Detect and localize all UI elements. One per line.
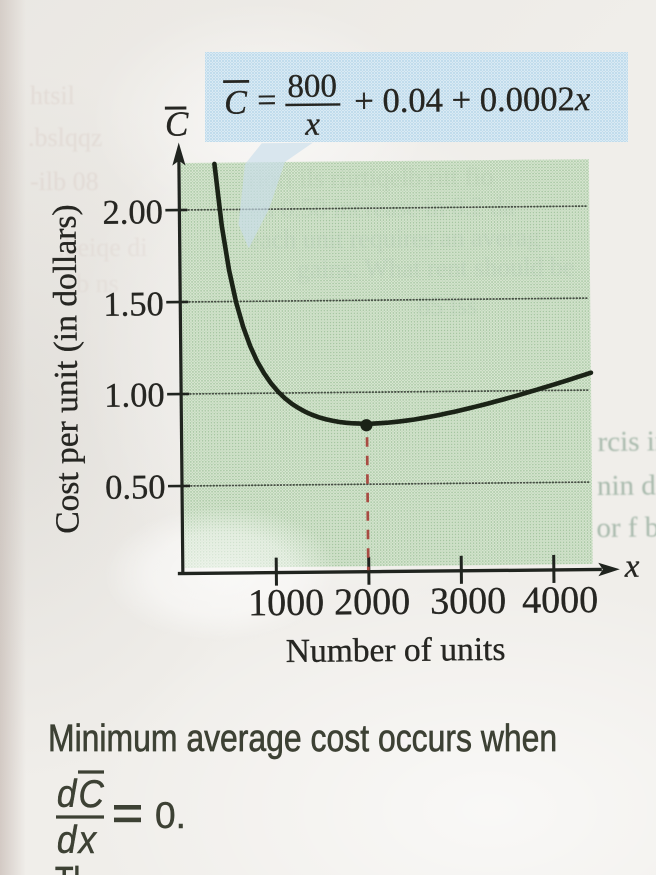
svg-text:85 lss: 85 lss xyxy=(417,291,477,321)
svg-text:1.50: 1.50 xyxy=(103,285,164,324)
svg-text:htsil: htsil xyxy=(30,81,75,110)
svg-text:.bslqqz: .bslqqz xyxy=(28,123,102,152)
svg-text:nin d fi: nin d fi xyxy=(597,469,656,502)
svg-text:.beiqe di: .beiqe di xyxy=(58,233,148,262)
svg-text:=: = xyxy=(257,82,277,119)
svg-text:-ilb 08: -ilb 08 xyxy=(30,167,99,196)
svg-text:C: C xyxy=(224,84,247,121)
svg-text:C: C xyxy=(79,771,105,815)
svg-text:1.00: 1.00 xyxy=(104,376,165,415)
svg-text:800: 800 xyxy=(287,68,337,104)
svg-text:3000: 3000 xyxy=(430,580,506,623)
svg-text:2000: 2000 xyxy=(334,581,410,624)
svg-text:0.50: 0.50 xyxy=(105,468,166,507)
svg-text:Cost per unit (in dollars): Cost per unit (in dollars) xyxy=(46,204,86,534)
svg-text:gains. What rent should be: gains. What rent should be xyxy=(297,252,575,284)
svg-text:+ 0.04 + 0.0002x: + 0.04 + 0.0002x xyxy=(354,80,591,120)
svg-text:or f bi: or f bi xyxy=(596,511,656,544)
svg-text:d: d xyxy=(57,817,78,859)
svg-text:sb ns: sb ns xyxy=(66,269,119,298)
svg-text:C: C xyxy=(165,104,189,143)
svg-text:2.00: 2.00 xyxy=(102,193,163,232)
svg-text:1000: 1000 xyxy=(248,582,324,625)
svg-text:Number of units: Number of units xyxy=(286,631,506,670)
svg-text:0.: 0. xyxy=(155,795,186,836)
svg-text:d: d xyxy=(57,771,78,815)
svg-text:x: x xyxy=(624,549,640,585)
svg-text:riori ils riirtiqelb ritt fio: riori ils riirtiqelb ritt fio xyxy=(248,162,494,193)
svg-text:each unit requires an averag: each unit requires an averag xyxy=(249,223,541,255)
svg-text:rcis ini: rcis ini xyxy=(597,425,656,458)
svg-text:x: x xyxy=(304,107,320,143)
svg-text:x: x xyxy=(77,817,98,859)
svg-text:4000: 4000 xyxy=(522,579,598,622)
